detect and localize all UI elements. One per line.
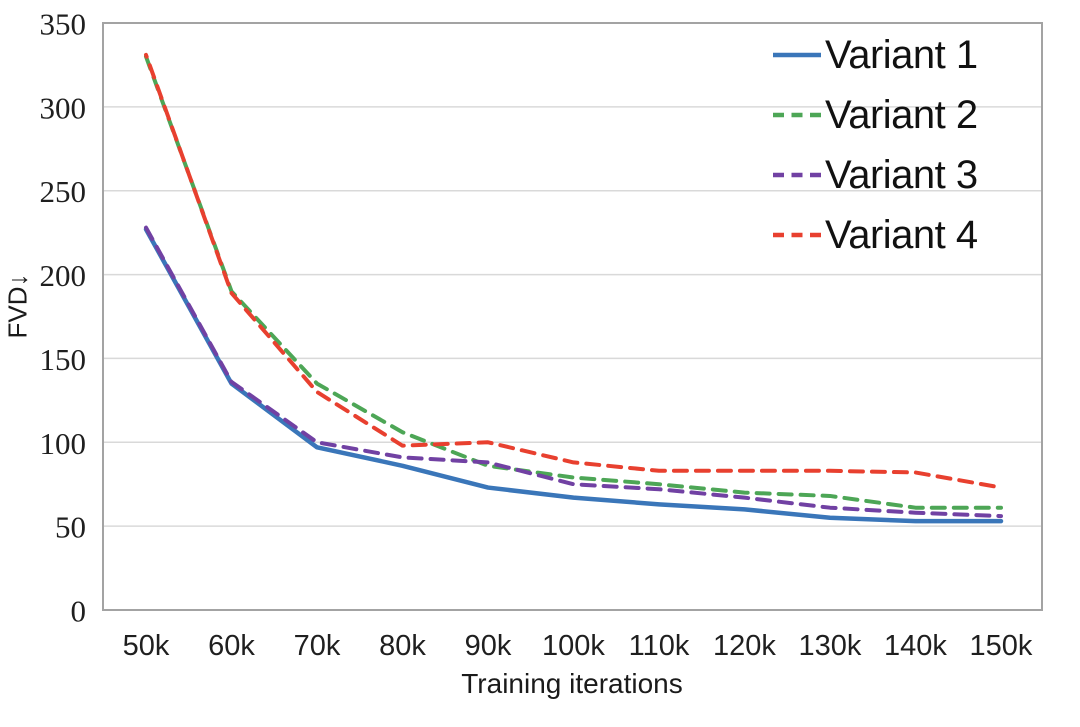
legend-label: Variant 2 [825,92,978,137]
x-tick-label: 100k [542,630,605,662]
x-tick-label: 50k [123,630,170,662]
legend-item-variant-3: Variant 3 [772,145,978,205]
y-tick-label: 250 [40,174,87,209]
legend-swatch-variant-4-line [773,232,821,238]
y-tick-label: 350 [40,7,87,42]
plot-border [102,22,1043,611]
y-tick-label: 150 [40,342,87,377]
series-line-variant-3 [144,225,1003,519]
x-tick-label: 90k [465,630,512,662]
legend-label: Variant 1 [825,32,978,77]
x-tick-label: 120k [713,630,776,662]
x-tick-label: 70k [294,630,341,662]
y-tick-label: 200 [40,258,87,293]
legend-swatch-variant-3-line [773,172,821,178]
series-line-variant-2 [144,54,1003,510]
legend-label: Variant 3 [825,152,978,197]
y-tick-label: 50 [55,510,86,545]
y-tick-label: 300 [40,90,87,125]
y-tick-label: 0 [71,594,87,629]
series-line-variant-4 [144,52,1003,490]
x-axis-title: Training iterations [461,668,683,699]
series-line-variant-1 [143,227,1004,524]
legend-item-variant-2: Variant 2 [772,85,978,145]
legend-item-variant-1: Variant 1 [772,25,978,85]
legend-swatch-variant-2-line [773,112,821,118]
x-tick-label: 150k [970,630,1033,662]
legend-label: Variant 4 [825,212,978,257]
x-tick-label: 140k [884,630,947,662]
y-tick-label: 100 [40,426,87,461]
x-tick-label: 110k [629,630,690,662]
legend-swatch-variant-1-line [773,52,821,58]
x-tick-label: 80k [379,630,426,662]
x-tick-label: 60k [208,630,255,662]
y-axis-title: FVD↓ [2,273,33,339]
x-tick-label: 130k [799,630,862,662]
legend: Variant 1 Variant 2 Variant 3 Variant 4 [772,25,978,265]
legend-item-variant-4: Variant 4 [772,205,978,265]
